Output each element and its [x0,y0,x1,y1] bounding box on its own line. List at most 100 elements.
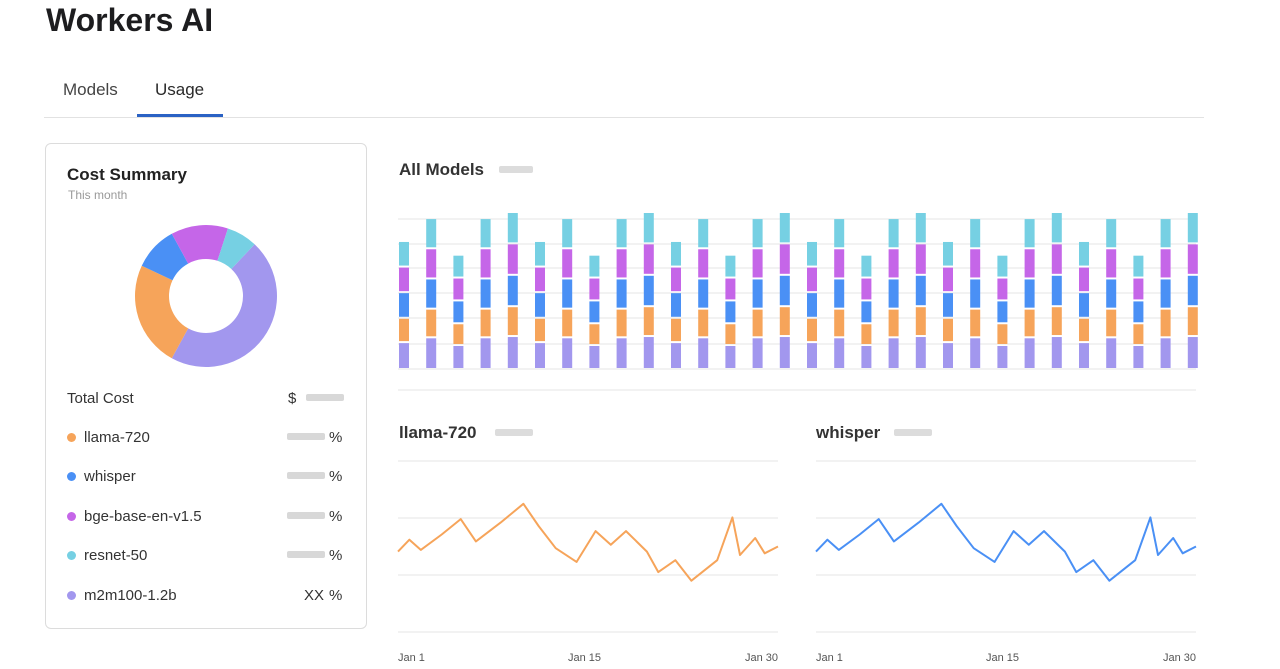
donut-slice-resnet-50 [217,228,255,270]
legend-item: m2m100-1.2b XX % [46,585,366,607]
bar-segment-llama-720 [888,309,899,337]
whisper-title-placeholder [894,429,932,436]
tab-models[interactable]: Models [63,80,118,99]
llama-720-title-placeholder [495,429,533,436]
bar-segment-whisper [480,279,491,308]
bar-segment-llama-720 [834,309,845,337]
bar-segment-llama-720 [698,309,709,337]
bar-segment-whisper [507,275,518,306]
value-placeholder [287,551,325,558]
bar-segment-bge-base-en-v1-5 [725,278,736,300]
bar-segment-bge-base-en-v1-5 [1024,249,1035,278]
bar-segment-whisper [752,279,763,308]
llama-720-title: llama-720 [399,423,477,442]
bar-segment-whisper [834,279,845,308]
bar-segment-resnet-50 [1024,219,1035,248]
bar-segment-resnet-50 [1160,219,1171,248]
bar-segment-llama-720 [562,309,573,337]
bar-segment-whisper [698,279,709,308]
legend-label: m2m100-1.2b [84,587,177,604]
legend-label: bge-base-en-v1.5 [84,508,202,525]
bar-segment-llama-720 [426,309,437,337]
bar-segment-llama-720 [970,309,981,337]
bar-segment-bge-base-en-v1-5 [888,249,899,278]
bar-segment-resnet-50 [807,241,817,266]
bar-segment-bge-base-en-v1-5 [915,244,926,274]
bar-segment-bge-base-en-v1-5 [453,278,464,300]
bar-segment-m2m100-1-2b [562,338,573,368]
bar-segment-resnet-50 [997,255,1008,277]
cost-summary-card: Cost Summary This month Total Cost $ lla… [45,143,367,629]
bar-segment-llama-720 [861,324,872,344]
legend-label: resnet-50 [84,547,148,564]
bar-segment-resnet-50 [589,255,600,277]
bar-segment-whisper [453,301,464,323]
legend-dot-bge-base-en-v1-5 [67,512,76,521]
bar-segment-bge-base-en-v1-5 [426,249,437,278]
bar-segment-bge-base-en-v1-5 [943,267,953,292]
legend-label: llama-720 [84,429,150,446]
bar-segment-resnet-50 [698,219,709,248]
bar-segment-bge-base-en-v1-5 [1133,278,1144,300]
bar-segment-bge-base-en-v1-5 [970,249,981,278]
value-placeholder [287,472,325,479]
whisper-title: whisper [816,423,881,442]
bar-segment-whisper [1160,279,1171,308]
bar-segment-resnet-50 [1187,213,1198,243]
bar-segment-m2m100-1-2b [671,343,681,368]
bar-segment-resnet-50 [426,219,437,248]
bar-segment-llama-720 [1187,307,1198,336]
percent-unit: % [329,547,343,564]
active-tab-indicator [137,114,223,117]
bar-segment-bge-base-en-v1-5 [616,249,627,278]
bar-segment-whisper [1051,275,1062,306]
bar-segment-bge-base-en-v1-5 [1106,249,1117,278]
bar-segment-m2m100-1-2b [1133,345,1144,368]
bar-segment-llama-720 [943,318,953,342]
donut-slice-m2m100-1-2b [171,244,277,367]
cost-summary-title: Cost Summary [67,165,187,184]
bar-segment-llama-720 [725,324,736,344]
bar-segment-m2m100-1-2b [480,338,491,368]
bar-segment-whisper [1106,279,1117,308]
bar-segment-llama-720 [807,318,817,342]
bar-segment-llama-720 [997,324,1008,344]
bar-segment-whisper [915,275,926,306]
bar-segment-resnet-50 [616,219,627,248]
bar-segment-resnet-50 [535,241,545,266]
bar-segment-resnet-50 [507,213,518,243]
bar-segment-llama-720 [1051,307,1062,336]
bar-segment-m2m100-1-2b [698,338,709,368]
bar-segment-m2m100-1-2b [1160,338,1171,368]
bar-segment-whisper [970,279,981,308]
bar-segment-whisper [589,301,600,323]
bar-segment-m2m100-1-2b [752,338,763,368]
percent-unit: % [329,468,343,485]
bar-segment-resnet-50 [943,241,953,266]
bar-segment-m2m100-1-2b [807,343,817,368]
tab-usage[interactable]: Usage [155,80,205,99]
bar-segment-bge-base-en-v1-5 [589,278,600,300]
bar-segment-whisper [616,279,627,308]
bar-segment-resnet-50 [671,241,681,266]
total-cost-placeholder [306,394,344,401]
bar-segment-whisper [1079,293,1089,317]
bar-segment-resnet-50 [861,255,872,277]
bar-segment-llama-720 [1160,309,1171,337]
bar-segment-llama-720 [453,324,464,344]
cost-donut-chart [135,225,277,367]
legend-item: llama-720 % [46,427,366,449]
bar-segment-resnet-50 [1079,241,1089,266]
bar-segment-m2m100-1-2b [888,338,899,368]
bar-segment-resnet-50 [888,219,899,248]
bar-segment-m2m100-1-2b [453,345,464,368]
bar-segment-llama-720 [779,307,790,336]
bar-segment-whisper [861,301,872,323]
percent-unit: % [329,429,343,446]
bar-segment-llama-720 [1024,309,1035,337]
legend-dot-whisper [67,472,76,481]
bar-segment-m2m100-1-2b [861,345,872,368]
bar-segment-bge-base-en-v1-5 [779,244,790,274]
bar-segment-whisper [671,293,681,317]
bar-segment-resnet-50 [480,219,491,248]
